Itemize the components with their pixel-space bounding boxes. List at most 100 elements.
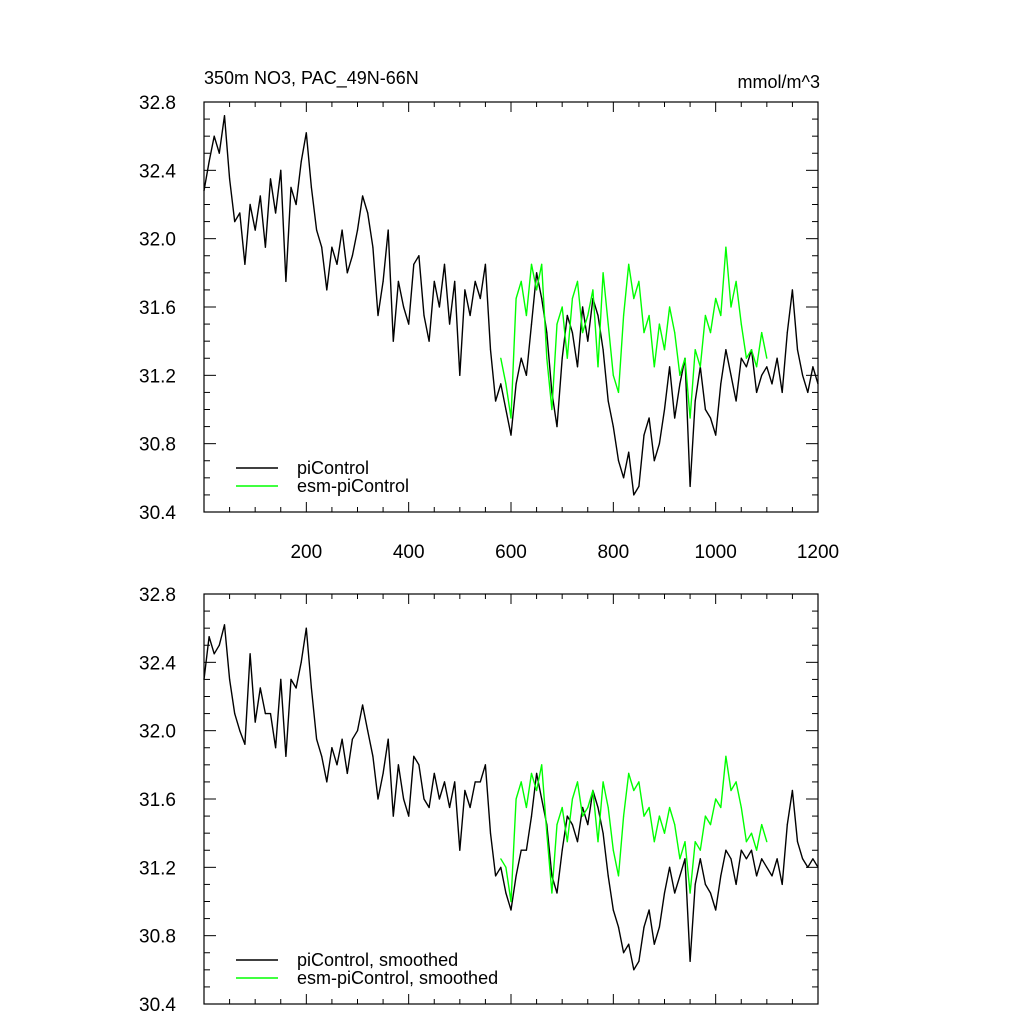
data-point: [592, 289, 594, 291]
data-point: [602, 832, 604, 834]
data-point: [387, 738, 389, 740]
data-point: [679, 858, 681, 860]
data-point: [776, 357, 778, 359]
data-point: [802, 374, 804, 376]
data-point: [423, 314, 425, 317]
data-point: [556, 892, 558, 894]
top-panel: 200 400 600 800 1000 1200 30.4 30.8 31.2 31.6 32.0…: [139, 93, 839, 563]
data-point: [218, 152, 220, 154]
data-point: [300, 661, 302, 663]
data-point: [239, 730, 241, 732]
data-point: [566, 314, 568, 317]
data-point: [500, 357, 502, 359]
data-point: [275, 212, 277, 214]
data-point: [449, 806, 451, 809]
data-point: [735, 781, 737, 783]
data-point: [796, 349, 799, 351]
data-point: [561, 357, 563, 359]
y-tick-label: 30.8: [139, 927, 176, 948]
data-point: [367, 212, 369, 214]
data-point: [403, 798, 405, 800]
data-point: [704, 815, 707, 817]
data-point: [715, 798, 717, 800]
data-point: [679, 875, 681, 877]
data-point: [689, 960, 691, 962]
data-point: [428, 340, 430, 342]
data-point: [689, 485, 691, 487]
data-point: [525, 374, 528, 376]
data-point: [566, 841, 568, 843]
data-point: [756, 366, 758, 368]
data-point: [510, 417, 512, 419]
legend-label: esm-piControl: [297, 476, 409, 496]
data-point: [658, 815, 661, 817]
y-tick-label: 32.8: [139, 585, 176, 606]
series-line-esm-picontrol: [500, 755, 768, 903]
data-point: [280, 169, 282, 171]
data-point: [766, 841, 768, 843]
data-point: [229, 178, 231, 180]
data-point: [459, 849, 461, 851]
data-point: [530, 323, 533, 325]
data-point: [638, 781, 640, 783]
legend-label: piControl: [297, 458, 369, 478]
data-point: [663, 408, 666, 411]
data-point: [351, 255, 353, 257]
data-point: [576, 366, 579, 368]
data-point: [587, 824, 589, 826]
data-point: [310, 687, 312, 689]
data-point: [730, 789, 732, 792]
data-point: [725, 849, 727, 851]
data-point: [761, 332, 763, 334]
data-point: [566, 357, 568, 359]
data-point: [817, 866, 819, 868]
data-point: [367, 730, 369, 732]
data-point: [689, 417, 691, 419]
data-point: [628, 451, 630, 453]
data-point: [525, 314, 528, 317]
data-point: [669, 866, 671, 868]
data-point: [720, 383, 722, 385]
data-point: [536, 289, 538, 291]
data-point: [515, 875, 517, 877]
data-point: [500, 858, 502, 860]
data-point: [756, 849, 758, 851]
y-tick-label: 30.4: [139, 503, 176, 524]
data-point: [674, 417, 676, 419]
series-line-esm-picontrol: [500, 246, 768, 419]
plot-frame: [203, 593, 819, 1005]
y-tick-label: 32.0: [139, 230, 176, 251]
data-point: [464, 289, 466, 291]
data-point: [449, 323, 451, 325]
data-point: [295, 203, 297, 206]
data-point: [362, 704, 364, 706]
x-tick-label: 1000: [695, 542, 737, 563]
data-point: [653, 460, 655, 462]
data-point: [551, 875, 553, 877]
data-point: [643, 926, 645, 928]
data-point: [638, 280, 640, 282]
data-point: [766, 366, 768, 368]
data-point: [536, 772, 538, 775]
data-point: [740, 849, 742, 851]
data-point: [469, 806, 471, 809]
data-point: [203, 190, 205, 192]
data-point: [571, 332, 574, 334]
data-point: [536, 272, 538, 274]
data-point: [576, 781, 579, 783]
data-point: [663, 892, 666, 894]
data-point: [515, 798, 517, 800]
x-tick-label: 200: [290, 542, 322, 563]
data-point: [500, 866, 502, 868]
data-point: [597, 806, 599, 809]
data-point: [310, 186, 312, 188]
data-point: [802, 858, 804, 860]
data-point: [285, 280, 287, 282]
data-point: [459, 374, 461, 376]
data-point: [715, 297, 717, 300]
data-point: [408, 815, 410, 817]
data-point: [515, 383, 517, 385]
x-tick-label: 600: [495, 542, 527, 563]
data-point: [495, 875, 497, 877]
